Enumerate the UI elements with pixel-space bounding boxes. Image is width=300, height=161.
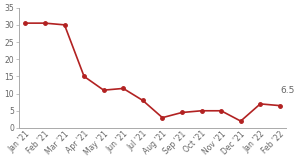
Text: 6.5: 6.5 — [281, 86, 295, 95]
